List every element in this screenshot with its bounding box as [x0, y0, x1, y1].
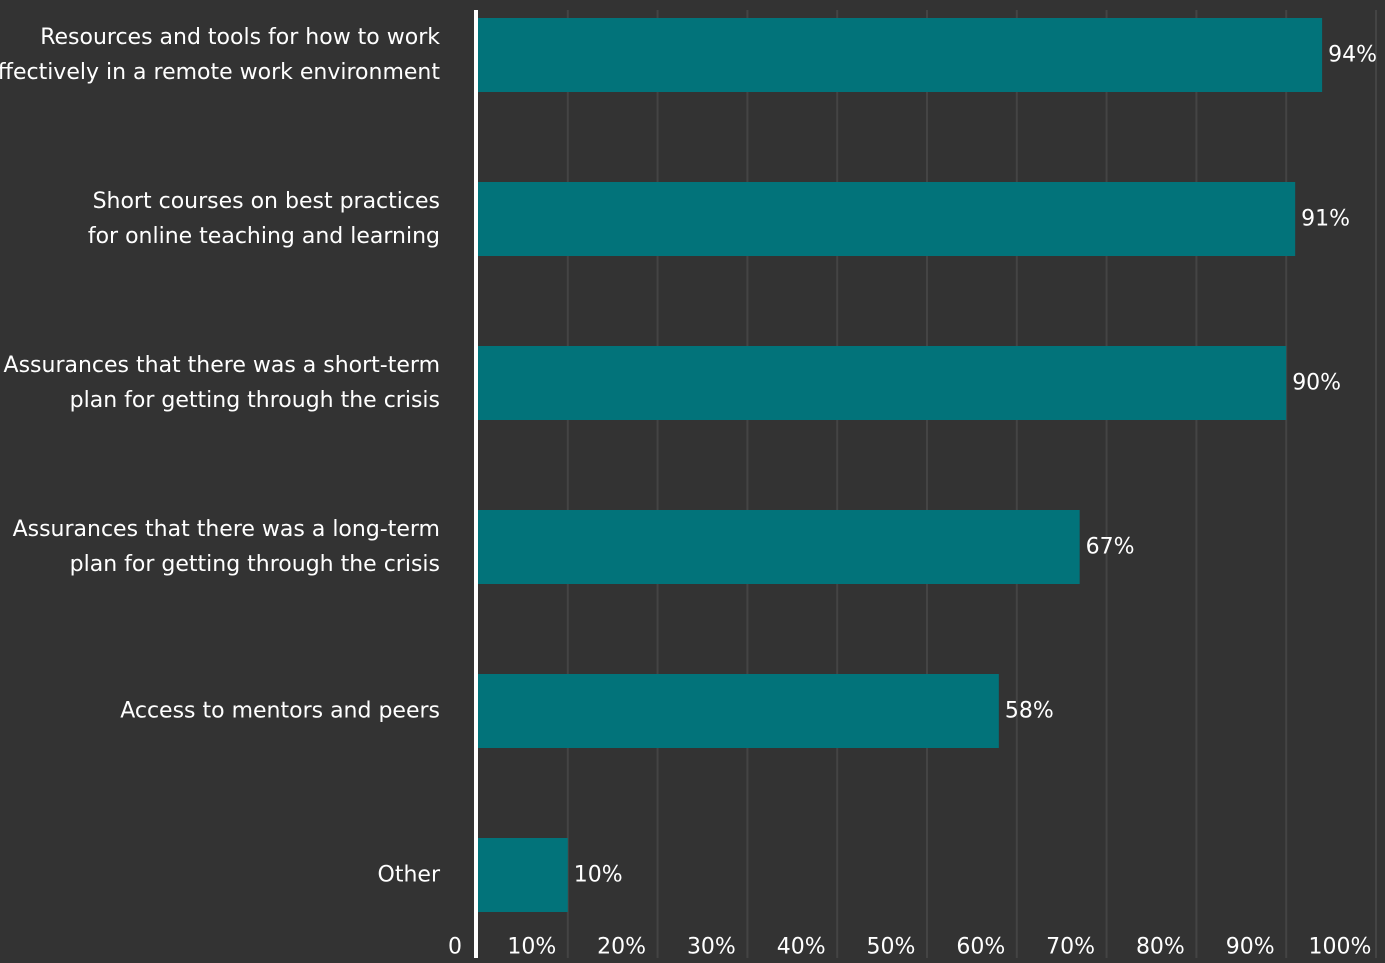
category-labels: Resources and tools for how to work effec…: [0, 25, 441, 888]
value-labels: 94% 91% 90% 67% 58% 10%: [574, 43, 1377, 888]
value-label-3: 67%: [1086, 535, 1135, 560]
value-label-5: 10%: [574, 863, 623, 888]
value-label-4: 58%: [1005, 699, 1054, 724]
value-label-1: 91%: [1301, 207, 1350, 232]
x-tick-label-10: 10%: [507, 935, 556, 959]
bar-5: [478, 838, 568, 912]
x-tick-label-20: 20%: [597, 935, 646, 959]
bar-2: [478, 346, 1287, 420]
category-label-5: Other: [378, 863, 441, 888]
category-label-line: plan for getting through the crisis: [70, 388, 440, 413]
bar-1: [478, 182, 1296, 256]
category-label-line: Resources and tools for how to work: [40, 25, 440, 50]
x-tick-label-40: 40%: [777, 935, 826, 959]
x-tick-label-0: 0: [448, 935, 462, 959]
category-label-line: effectively in a remote work environment: [0, 60, 440, 85]
x-tick-label-60: 60%: [956, 935, 1005, 959]
value-label-2: 90%: [1292, 371, 1341, 396]
category-label-line: Short courses on best practices: [93, 189, 440, 214]
x-tick-label-80: 80%: [1136, 935, 1185, 959]
category-label-4: Access to mentors and peers: [120, 699, 440, 724]
bar-4: [478, 674, 999, 748]
category-label-0: Resources and tools for how to work effec…: [0, 25, 440, 85]
category-label-line: Assurances that there was a long-term: [13, 517, 440, 542]
category-label-1: Short courses on best practices for onlin…: [88, 189, 440, 249]
value-label-0: 94%: [1328, 43, 1377, 68]
category-label-3: Assurances that there was a long-term pla…: [13, 517, 440, 577]
x-tick-label-50: 50%: [867, 935, 916, 959]
category-label-line: Other: [378, 863, 441, 888]
x-tick-label-90: 90%: [1226, 935, 1275, 959]
category-label-line: Assurances that there was a short-term: [4, 353, 440, 378]
category-label-line: plan for getting through the crisis: [70, 552, 440, 577]
bar-3: [478, 510, 1080, 584]
x-tick-label-100: 100%: [1309, 935, 1372, 959]
category-label-line: for online teaching and learning: [88, 224, 440, 249]
x-tick-label-30: 30%: [687, 935, 736, 959]
x-tick-label-70: 70%: [1046, 935, 1095, 959]
category-label-line: Access to mentors and peers: [120, 699, 440, 724]
bar-0: [478, 18, 1323, 92]
gridlines: [566, 10, 1377, 958]
bars: [478, 18, 1323, 912]
category-label-2: Assurances that there was a short-term pl…: [4, 353, 440, 413]
x-axis-tick-labels: 0 10% 20% 30% 40% 50% 60% 70% 80% 90% 100%: [448, 935, 1372, 960]
